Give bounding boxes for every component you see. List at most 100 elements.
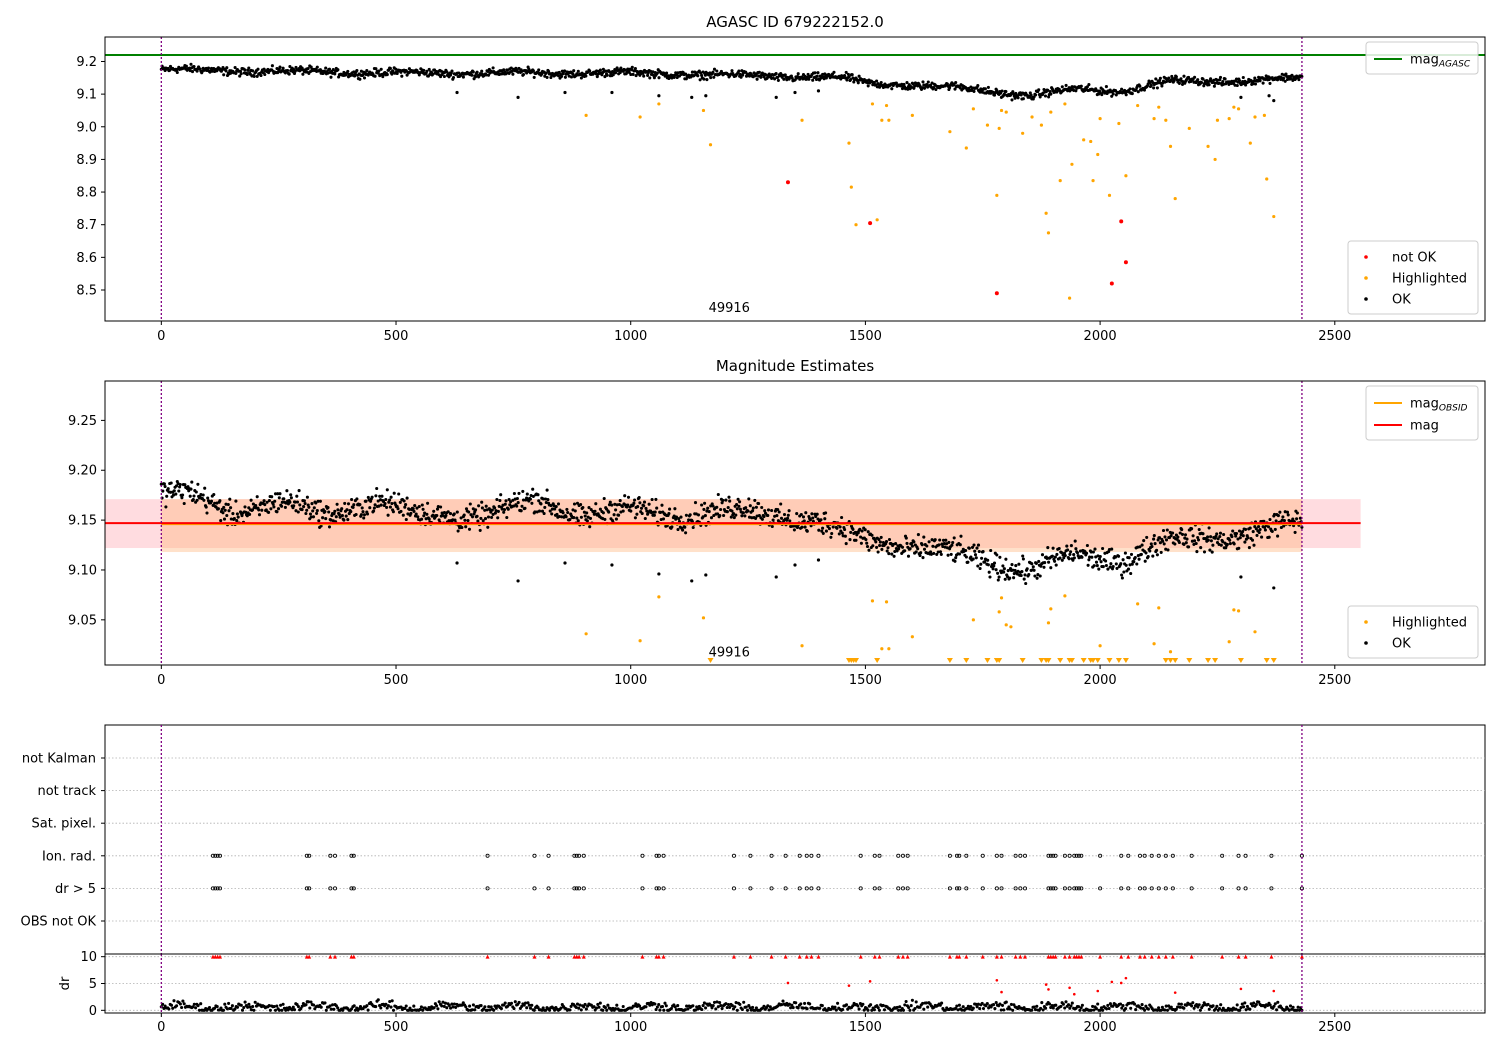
dr-point [248, 1005, 252, 1009]
dr-point [716, 1005, 720, 1009]
dr-point [1111, 1004, 1115, 1008]
ok-point [1159, 550, 1163, 554]
ok-point [626, 495, 631, 499]
ok-point [1195, 550, 1199, 554]
ok-point [787, 509, 791, 513]
ok-point [641, 71, 645, 75]
flag-point [1149, 886, 1154, 891]
ok-point [499, 493, 503, 497]
ok-point [1244, 527, 1248, 531]
dr-point [918, 1005, 922, 1009]
ok-point [1241, 534, 1245, 538]
ok-point [556, 502, 561, 506]
ok-point [637, 495, 641, 500]
flag-point [1048, 886, 1053, 891]
ok-point [466, 519, 470, 523]
ok-point [537, 68, 541, 72]
flag-point [1142, 886, 1147, 891]
ok-point [1050, 554, 1054, 558]
highlighted-point [1046, 621, 1051, 625]
dr-point [296, 1004, 300, 1009]
highlighted-point [1206, 144, 1210, 148]
ok-point [327, 67, 332, 71]
ok-point [1108, 565, 1112, 569]
dr-point [331, 1003, 335, 1007]
flag-point [349, 886, 354, 891]
highlighted-point [887, 647, 891, 651]
below-range-marker [1045, 658, 1052, 663]
flag-point [546, 886, 551, 891]
dr-point [389, 1005, 393, 1009]
ok-point [1193, 539, 1197, 543]
ok-point [665, 71, 669, 75]
ok-point [545, 75, 549, 79]
x-tick-label: 2000 [1084, 329, 1117, 344]
flag-point [783, 853, 788, 858]
y-tick-label: 0 [89, 1004, 97, 1019]
ok-point [840, 515, 844, 520]
ok-point [821, 526, 825, 530]
ok-point [380, 494, 384, 498]
dr-spike-point [1110, 980, 1114, 984]
ok-point [618, 499, 622, 503]
ok-point [238, 69, 243, 73]
ok-point [1283, 79, 1287, 83]
flag-point [900, 853, 905, 858]
ok-point [546, 498, 550, 502]
ok-point [1055, 552, 1059, 556]
dr-point [169, 1003, 174, 1007]
ok-point [575, 501, 580, 505]
ok-point [617, 513, 621, 517]
ok-point [703, 514, 707, 518]
ok-point [512, 491, 516, 496]
dr-point [1061, 1002, 1065, 1006]
ok-point [1207, 83, 1211, 87]
highlighted-point [638, 639, 642, 643]
ok-point [296, 510, 300, 514]
dr-point [523, 1001, 528, 1005]
ok-point [278, 492, 282, 496]
ok-point [1117, 554, 1121, 558]
ok-point [222, 505, 226, 509]
dr-point [796, 1006, 800, 1010]
ok-point [1030, 562, 1034, 566]
ok-point [1114, 93, 1118, 97]
dr-point [805, 1007, 809, 1011]
dr-point [584, 1007, 588, 1011]
ok-point [779, 516, 784, 520]
flag-point [328, 853, 333, 858]
flag-point [1098, 886, 1103, 891]
ok-point [379, 503, 383, 507]
ok-point [688, 513, 692, 517]
flag-point [328, 886, 333, 891]
ok-point [602, 496, 606, 501]
ok-point [1053, 555, 1057, 559]
dr-point [1132, 1002, 1137, 1006]
dr-point [275, 1004, 279, 1008]
ok-point [336, 68, 340, 72]
ok-point [464, 525, 468, 529]
ok-point [906, 554, 911, 558]
ok-point [1004, 89, 1008, 94]
ok-point [229, 517, 233, 521]
ok-point [223, 508, 227, 512]
ok-point [292, 504, 296, 508]
ok-point [1180, 82, 1185, 86]
flag-point [1189, 886, 1194, 891]
ok-point [619, 66, 623, 70]
ok-point [344, 514, 348, 518]
ok-point [212, 492, 216, 497]
legend-point-swatch [1364, 276, 1368, 280]
dr-point [895, 1005, 899, 1009]
ok-point [415, 506, 419, 510]
dr-spike-point [1096, 989, 1100, 993]
flag-point [332, 853, 337, 858]
highlighted-point [800, 118, 804, 122]
ok-point [844, 542, 848, 546]
ok-point [444, 514, 448, 518]
ok-point [1209, 539, 1213, 543]
dr-point [1094, 1007, 1098, 1011]
dr-point [418, 1007, 422, 1011]
